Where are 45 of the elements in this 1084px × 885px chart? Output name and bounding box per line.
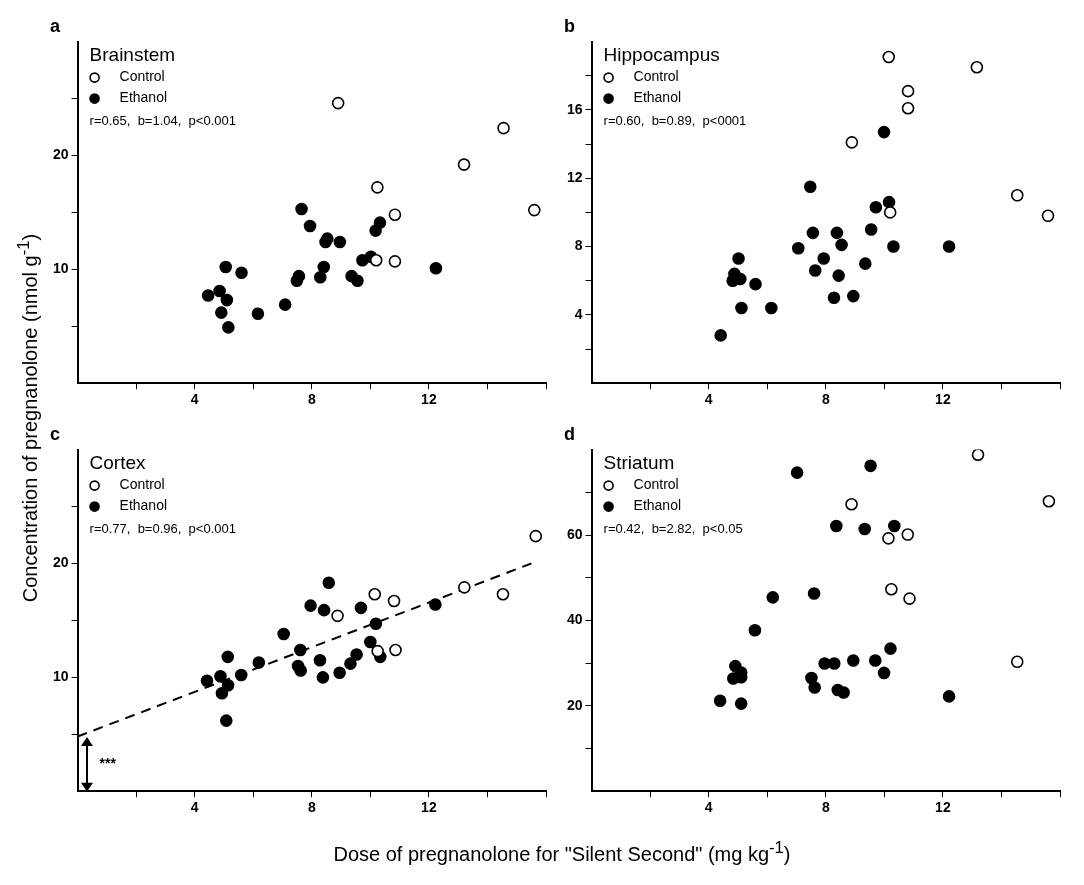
legend-title: Cortex (89, 451, 147, 473)
x-tick-label: 12 (935, 799, 951, 816)
x-tick-label: 8 (307, 391, 316, 408)
y-tick-label: 20 (52, 554, 69, 571)
legend-label: Control (119, 476, 165, 493)
y-tick-label: 4 (574, 305, 583, 322)
y-tick-label: 40 (566, 611, 583, 628)
legend-label: Control (119, 68, 165, 85)
annotation: r=0.42, b=2.82, p<0.05 (603, 521, 743, 537)
annotation: r=0.77, b=0.96, p<0.001 (89, 521, 236, 537)
chart-title: a (50, 15, 61, 36)
y-tick-label: 16 (566, 100, 583, 117)
y-tick-label: 10 (52, 260, 69, 277)
chart-title: d (564, 423, 575, 444)
y-tick-label: 20 (52, 146, 69, 163)
x-tick-label: 4 (704, 799, 713, 816)
x-tick-label: 4 (190, 799, 199, 816)
x-tick-label: 4 (704, 391, 713, 408)
annotation: *** (99, 754, 117, 771)
chart-title: c (50, 423, 61, 444)
legend-label: Ethanol (633, 497, 682, 514)
chart-title: b (564, 15, 575, 36)
x-tick-label: 8 (821, 391, 830, 408)
legend-label: Ethanol (119, 497, 168, 514)
legend-title: Striatum (603, 451, 675, 473)
legend-title: Hippocampus (603, 43, 720, 65)
y-tick-label: 8 (574, 237, 583, 254)
legend-label: Control (633, 476, 679, 493)
y-tick-label: 10 (52, 668, 69, 685)
x-tick-label: 8 (821, 799, 830, 816)
y-tick-label: 20 (566, 696, 583, 713)
y-tick-label: 60 (566, 525, 583, 542)
x-tick-label: 12 (421, 391, 437, 408)
x-tick-label: 4 (190, 391, 199, 408)
annotation: r=0.65, b=1.04, p<0.001 (89, 113, 236, 129)
y-tick-label: 12 (566, 169, 583, 186)
x-tick-label: 12 (935, 391, 951, 408)
annotation: r=0.60, b=0.89, p<0001 (603, 113, 747, 129)
x-tick-label: 8 (307, 799, 316, 816)
x-axis-title: Dose of pregnanolone for "Silent Second" (mg kg$^{-1}$) (332, 838, 792, 866)
legend-label: Ethanol (633, 89, 682, 106)
legend-label: Ethanol (119, 89, 168, 106)
legend-label: Control (633, 68, 679, 85)
x-tick-label: 12 (421, 799, 437, 816)
legend-title: Brainstem (89, 43, 176, 65)
